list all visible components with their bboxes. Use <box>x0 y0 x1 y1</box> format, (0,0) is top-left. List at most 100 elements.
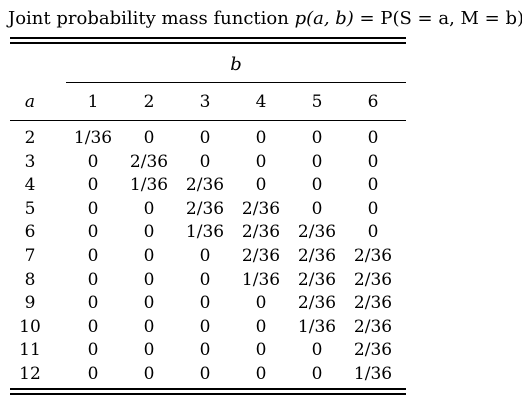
table-cell: 0 <box>199 316 211 337</box>
table-cell: 0 <box>199 340 211 361</box>
table-cell: 2/36 <box>129 151 169 172</box>
table-cell: 0 <box>255 151 267 172</box>
table-cell: 1/36 <box>241 269 281 290</box>
table-cell: 0 <box>311 175 323 196</box>
table-row: 8 0 0 0 1/36 2/36 2/36 <box>10 269 406 291</box>
row-label: 2 <box>24 128 36 148</box>
table-cell: 2/36 <box>185 198 225 219</box>
table-cell: 0 <box>87 246 99 266</box>
table-cell: 0 <box>311 151 323 172</box>
table-row: 7 0 0 0 2/36 2/36 2/36 <box>10 245 406 267</box>
table-cell: 2/36 <box>241 222 281 243</box>
table-cell: 1/36 <box>185 222 225 243</box>
top-rule-upper <box>10 37 406 39</box>
column-header: 1 <box>87 92 99 112</box>
table-cell: 0 <box>87 222 99 243</box>
column-group-rule <box>66 82 406 83</box>
caption-rhs: = P(S = a, M = b). <box>353 8 522 29</box>
table-cell: 2/36 <box>297 246 337 266</box>
table-cell: 0 <box>367 222 379 243</box>
table-cell: 0 <box>199 151 211 172</box>
row-label: 8 <box>24 269 36 290</box>
table-cell: 0 <box>367 128 379 148</box>
table-cell: 0 <box>311 340 323 361</box>
table-cell: 2/36 <box>297 269 337 290</box>
table-cell: 0 <box>255 293 267 314</box>
caption-lhs: p(a, b) <box>294 8 354 29</box>
row-label: 3 <box>24 151 36 172</box>
table-cell: 0 <box>143 316 155 337</box>
table-cell: 0 <box>255 316 267 337</box>
header-rule <box>10 120 406 121</box>
table-cell: 0 <box>199 128 211 148</box>
table-cell: 2/36 <box>297 222 337 243</box>
table-row: 11 0 0 0 0 0 2/36 <box>10 339 406 361</box>
table-row: 10 0 0 0 0 1/36 2/36 <box>10 316 406 338</box>
caption-prefix: Joint probability mass function <box>8 8 295 29</box>
table-row: 3 0 2/36 0 0 0 0 <box>10 151 406 173</box>
table-cell: 0 <box>143 364 155 384</box>
table-cell: 0 <box>255 340 267 361</box>
table-row: 2 1/36 0 0 0 0 0 <box>10 127 406 149</box>
table-cell: 0 <box>143 198 155 219</box>
table-cell: 0 <box>87 340 99 361</box>
table-cell: 0 <box>87 269 99 290</box>
table-row: 9 0 0 0 0 2/36 2/36 <box>10 292 406 314</box>
column-group-header: b <box>230 54 242 75</box>
table-cell: 0 <box>87 316 99 337</box>
table-cell: 2/36 <box>297 293 337 314</box>
table-cell: 1/36 <box>297 316 337 337</box>
table-cell: 0 <box>255 175 267 196</box>
bottom-rule-upper <box>10 388 406 390</box>
row-label: 5 <box>24 198 36 219</box>
table-cell: 1/36 <box>353 364 393 384</box>
table-cell: 0 <box>311 364 323 384</box>
table-caption: Joint probability mass function p(a, b) … <box>8 7 522 31</box>
table-cell: 0 <box>143 269 155 290</box>
table-cell: 0 <box>367 198 379 219</box>
row-header-label: a <box>24 92 36 112</box>
table-cell: 0 <box>87 364 99 384</box>
table-cell: 0 <box>367 175 379 196</box>
table-cell: 0 <box>143 128 155 148</box>
table-cell: 0 <box>87 175 99 196</box>
table-cell: 0 <box>143 246 155 266</box>
table-cell: 2/36 <box>353 316 393 337</box>
table-cell: 0 <box>87 151 99 172</box>
row-label: 9 <box>24 293 36 314</box>
table-header-row: a 1 2 3 4 5 6 <box>10 91 406 113</box>
table-cell: 0 <box>255 128 267 148</box>
column-header: 4 <box>255 92 267 112</box>
table-cell: 0 <box>199 293 211 314</box>
table-cell: 2/36 <box>353 269 393 290</box>
table-cell: 2/36 <box>353 246 393 266</box>
table-cell: 0 <box>143 293 155 314</box>
column-header: 5 <box>311 92 323 112</box>
column-header: 3 <box>199 92 211 112</box>
row-label: 11 <box>19 340 41 361</box>
table-row: 6 0 0 1/36 2/36 2/36 0 <box>10 221 406 243</box>
bottom-rule-lower <box>10 393 406 395</box>
table-cell: 0 <box>311 198 323 219</box>
table-cell: 0 <box>87 198 99 219</box>
table-cell: 0 <box>199 246 211 266</box>
table-cell: 0 <box>143 222 155 243</box>
table-cell: 2/36 <box>353 293 393 314</box>
row-label: 10 <box>19 316 41 337</box>
column-header: 6 <box>367 92 379 112</box>
table-cell: 1/36 <box>129 175 169 196</box>
row-label: 7 <box>24 246 36 266</box>
table-cell: 0 <box>143 340 155 361</box>
table-row: 5 0 0 2/36 2/36 0 0 <box>10 198 406 220</box>
table-cell: 0 <box>199 364 211 384</box>
table-cell: 2/36 <box>185 175 225 196</box>
row-label: 12 <box>19 364 41 384</box>
table-cell: 0 <box>311 128 323 148</box>
table-cell: 0 <box>87 293 99 314</box>
row-label: 6 <box>24 222 36 243</box>
table-cell: 2/36 <box>353 340 393 361</box>
table-cell: 2/36 <box>241 246 281 266</box>
column-header: 2 <box>143 92 155 112</box>
table-row: 4 0 1/36 2/36 0 0 0 <box>10 174 406 196</box>
row-label: 4 <box>24 175 36 196</box>
